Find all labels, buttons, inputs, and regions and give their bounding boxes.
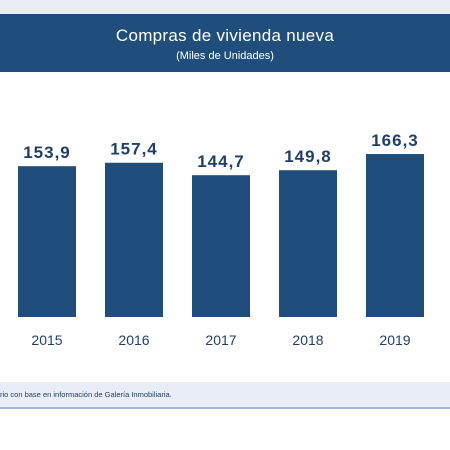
chart-header: Compras de vivienda nueva (Miles de Unid… [0,14,450,72]
top-strip [0,0,450,14]
bar-2018 [279,170,337,317]
x-tick-label-2018: 2018 [292,332,323,348]
value-label-2016: 157,4 [110,140,158,159]
chart-subtitle: (Miles de Unidades) [176,50,274,62]
bar-2015 [18,166,76,317]
value-label-2019: 166,3 [371,131,419,150]
bar-2016 [105,162,163,317]
x-tick-label-2019: 2019 [379,332,410,348]
value-label-2015: 153,9 [23,143,71,162]
chart-title: Compras de vivienda nueva [115,26,335,45]
bar-2017 [192,175,250,317]
bar-chart: 153,9 2015 157,4 2016 144,7 2017 149,8 2018 166,… [18,131,424,348]
source-note: rio con base en información de Galería I… [0,390,172,399]
x-tick-label-2016: 2016 [118,332,149,348]
source-footer: rio con base en información de Galería I… [0,382,450,408]
value-label-2017: 144,7 [197,152,245,171]
footer-divider [0,407,450,409]
x-tick-label-2015: 2015 [31,332,62,348]
chart-area: 153,9 2015 157,4 2016 144,7 2017 149,8 2018 166,… [0,72,450,382]
x-tick-label-2017: 2017 [205,332,236,348]
bar-2019 [366,154,424,317]
value-label-2018: 149,8 [284,147,332,166]
